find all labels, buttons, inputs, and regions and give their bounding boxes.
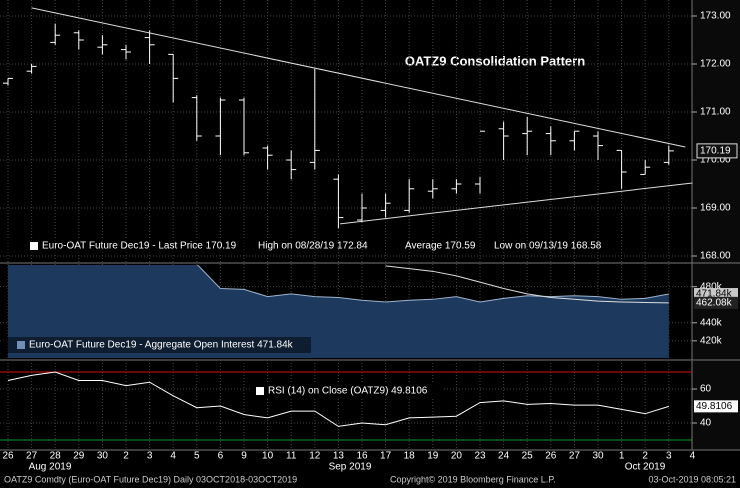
legend-entry: Euro-OAT Future Dec19 - Aggregate Open I…	[29, 340, 294, 351]
x-tick-label: 10	[262, 451, 274, 462]
legend-swatch	[17, 341, 25, 349]
footer-text: Copyright© 2019 Bloomberg Finance L.P.	[390, 474, 556, 484]
x-tick-label: 27	[26, 451, 38, 462]
x-tick-label: 16	[356, 451, 368, 462]
y-tick-label: 480k	[700, 281, 723, 292]
line	[7, 371, 669, 427]
footer-text: 03-Oct-2019 08:05:21	[648, 474, 736, 484]
x-tick-label: 4	[170, 451, 176, 462]
x-tick-label: 18	[404, 451, 416, 462]
x-tick-label: 30	[592, 451, 604, 462]
x-tick-label: 17	[380, 451, 392, 462]
x-tick-label: 13	[333, 451, 345, 462]
x-tick-label: 3	[147, 451, 153, 462]
value-label: 471.84k	[696, 289, 733, 300]
trend-line	[339, 182, 693, 225]
y-tick-label: 172.00	[700, 59, 731, 70]
value-label: 49.8106	[696, 401, 733, 412]
x-tick-label: 24	[498, 451, 510, 462]
x-tick-label: 12	[309, 451, 321, 462]
y-tick-label: 171.00	[700, 107, 731, 118]
legend-swatch	[30, 242, 38, 250]
x-tick-label: 29	[73, 451, 85, 462]
area-group	[8, 265, 669, 358]
y-tick-label: 440k	[700, 317, 723, 328]
x-tick-label: 26	[545, 451, 557, 462]
area-line	[196, 265, 669, 303]
legend-entry: High on 08/28/19 172.84	[258, 241, 368, 252]
x-tick-label: 19	[427, 451, 439, 462]
x-tick-label: 4	[690, 451, 696, 462]
legend-entry: RSI (14) on Close (OATZ9) 49.8106	[268, 386, 428, 397]
last-price-box	[696, 143, 738, 159]
legend-box	[2, 238, 312, 254]
x-tick-label: 2	[123, 451, 129, 462]
x-tick-label: 30	[97, 451, 109, 462]
x-tick-label: 5	[194, 451, 200, 462]
x-tick-label: 28	[50, 451, 62, 462]
average-line	[385, 265, 669, 304]
y-tick-label: 60	[700, 384, 712, 395]
month-label: Oct 2019	[625, 462, 666, 473]
footer-text: OATZ9 Comdty (Euro-OAT Future Dec19) Dai…	[4, 474, 297, 484]
axis-area	[692, 0, 740, 450]
x-tick-label: 3	[666, 451, 672, 462]
trend-line	[31, 7, 686, 148]
legend-entry: Low on 09/13/19 168.58	[494, 241, 602, 252]
y-tick-label: 420k	[700, 335, 723, 346]
legend-entry: Euro-OAT Future Dec19 - Last Price 170.1…	[42, 241, 237, 252]
month-label: Sep 2019	[329, 462, 372, 473]
x-tick-label: 6	[218, 451, 224, 462]
legend-swatch	[256, 387, 264, 395]
legend-entry: Average 170.59	[405, 241, 476, 252]
last-price-label: 170.19	[700, 146, 731, 157]
x-tick-label: 20	[451, 451, 463, 462]
x-tick-label: 27	[569, 451, 581, 462]
y-tick-label: 168.00	[700, 251, 731, 262]
x-tick-label: 2	[642, 451, 648, 462]
y-tick-label: 40	[700, 418, 712, 429]
x-tick-label: 26	[2, 451, 14, 462]
value-label-box	[694, 400, 738, 413]
y-tick-label: 173.00	[700, 11, 731, 22]
x-tick-label: 9	[241, 451, 247, 462]
value-label: 462.08k	[696, 297, 733, 308]
month-label: Aug 2019	[29, 462, 72, 473]
legend-box	[252, 383, 442, 399]
x-tick-label: 11	[286, 451, 297, 462]
chart-title: OATZ9 Consolidation Pattern	[405, 53, 585, 68]
y-tick-label: 170.00	[700, 155, 731, 166]
x-tick-label: 1	[619, 451, 625, 462]
x-tick-label: 23	[474, 451, 486, 462]
y-tick-label: 169.00	[700, 203, 731, 214]
value-label-box	[694, 296, 738, 309]
x-tick-label: 25	[522, 451, 534, 462]
area	[8, 265, 669, 358]
legend-box	[3, 337, 311, 353]
